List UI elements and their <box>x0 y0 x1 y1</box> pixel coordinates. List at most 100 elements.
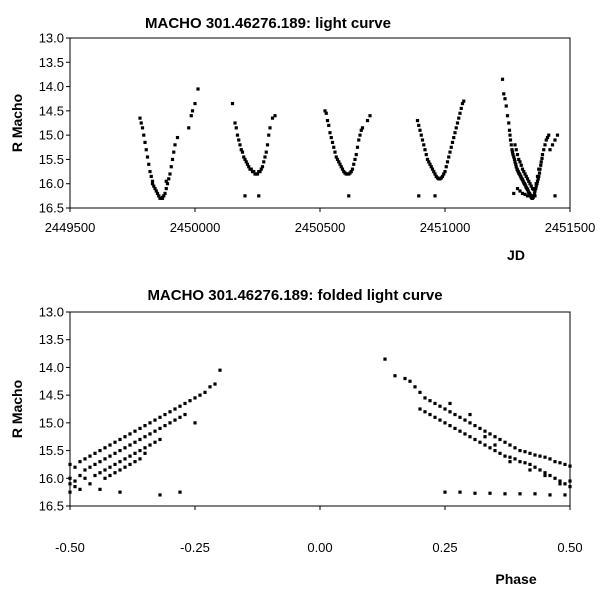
data-point <box>332 145 336 149</box>
data-point <box>445 160 450 164</box>
data-point <box>230 101 235 106</box>
data-point <box>553 476 557 480</box>
data-point <box>393 374 397 378</box>
data-point <box>413 385 417 389</box>
data-point <box>153 440 157 444</box>
data-point <box>449 145 453 149</box>
data-point <box>515 152 520 157</box>
data-point <box>242 155 246 159</box>
y-tick-label: 13.0 <box>39 31 64 46</box>
data-point <box>508 133 512 137</box>
data-point <box>547 133 551 137</box>
data-point <box>433 415 437 419</box>
data-point <box>262 160 266 164</box>
data-point <box>138 448 142 453</box>
data-point <box>548 148 552 152</box>
y-axis-title: R Macho <box>9 380 25 438</box>
data-point <box>460 101 465 106</box>
data-point <box>144 148 148 152</box>
x-axis-tick-labels: -0.50 -0.25 0.00 0.25 0.50 <box>55 540 582 555</box>
data-point <box>339 165 343 169</box>
data-point <box>337 160 341 164</box>
data-point <box>520 191 525 196</box>
data-point <box>83 468 87 472</box>
y-tick-label: 16.5 <box>39 499 64 514</box>
data-point <box>359 128 363 132</box>
data-point <box>353 157 357 162</box>
y-tick-label: 14.5 <box>39 103 64 118</box>
data-point <box>498 437 502 442</box>
data-point <box>78 487 82 491</box>
data-point <box>98 487 102 491</box>
data-point <box>267 133 271 137</box>
data-point <box>164 186 168 191</box>
data-point <box>538 468 542 472</box>
data-point <box>88 482 92 486</box>
data-point <box>518 448 522 453</box>
data-point <box>234 126 238 130</box>
data-point <box>138 457 142 461</box>
data-point <box>247 165 251 169</box>
data-point <box>93 462 97 467</box>
data-point <box>417 194 421 198</box>
data-point <box>534 184 538 188</box>
data-point <box>440 174 445 179</box>
data-point <box>163 424 167 428</box>
data-point <box>160 195 165 199</box>
data-point <box>468 412 472 417</box>
data-point <box>244 160 248 164</box>
data-point <box>238 143 242 147</box>
data-point <box>189 114 193 118</box>
data-point <box>153 186 157 191</box>
axis-ticks <box>66 37 571 212</box>
y-axis-title: R Macho <box>9 94 25 152</box>
data-point <box>563 462 567 467</box>
data-point <box>138 116 142 120</box>
data-point <box>325 118 330 123</box>
data-point <box>193 101 197 106</box>
data-point <box>143 140 147 145</box>
data-point <box>83 476 87 480</box>
data-point <box>423 410 427 414</box>
data-point <box>418 407 422 411</box>
data-point <box>518 160 522 164</box>
data-point <box>525 194 530 198</box>
data-point <box>118 490 122 494</box>
data-point <box>108 443 112 447</box>
data-point <box>515 186 520 191</box>
data-point <box>558 479 562 483</box>
x-tick-label: 0.25 <box>432 540 457 555</box>
data-point <box>502 92 506 96</box>
data-point <box>78 460 82 464</box>
plot-frame <box>69 311 571 507</box>
data-point <box>73 485 77 489</box>
data-point <box>108 473 112 478</box>
data-point <box>478 426 482 430</box>
data-point <box>157 194 161 198</box>
data-point <box>150 182 155 186</box>
data-point <box>235 133 240 137</box>
data-point <box>108 465 112 469</box>
data-point <box>143 446 147 450</box>
x-tick-label: 0.50 <box>557 540 582 555</box>
data-point <box>438 418 442 422</box>
data-point <box>473 437 477 442</box>
y-tick-label: 15.0 <box>39 128 64 143</box>
data-point <box>493 443 497 447</box>
data-point <box>458 429 462 433</box>
data-point <box>500 77 505 81</box>
data-point <box>543 143 547 147</box>
data-point <box>563 482 567 486</box>
data-point <box>113 451 117 455</box>
data-point <box>158 426 162 430</box>
data-point <box>190 109 195 113</box>
x-tick-label: 2451000 <box>420 220 471 235</box>
data-point <box>493 435 497 439</box>
data-point <box>508 138 513 142</box>
chart-title: MACHO 301.46276.189: folded light curve <box>147 287 442 304</box>
y-tick-label: 13.5 <box>39 55 64 70</box>
data-point <box>545 135 550 140</box>
data-point <box>268 126 272 130</box>
data-point <box>383 357 387 361</box>
